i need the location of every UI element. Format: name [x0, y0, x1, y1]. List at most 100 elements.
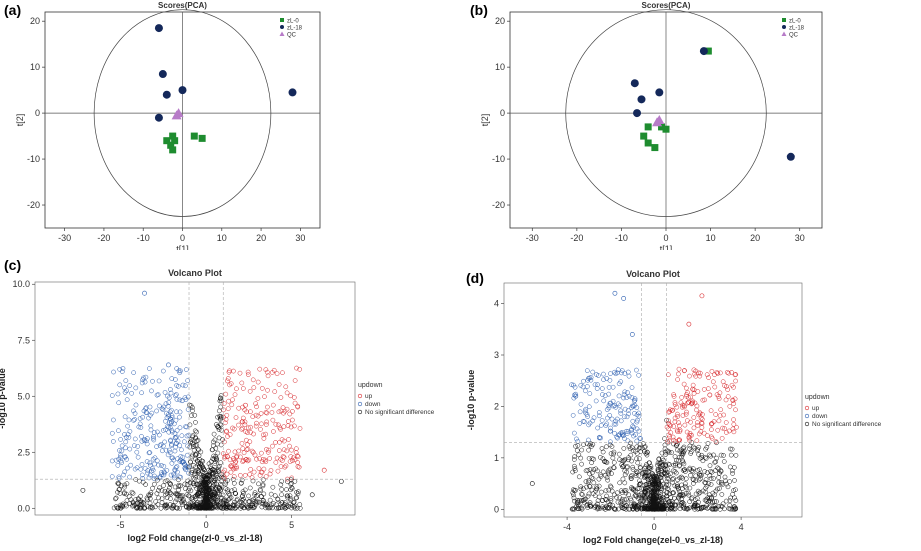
gene-point [596, 483, 602, 489]
gene-point [284, 448, 290, 454]
gene-point [697, 410, 703, 416]
gene-point [209, 471, 215, 477]
gene-point [204, 504, 210, 509]
gene-point [249, 448, 255, 454]
gene-point [621, 433, 626, 438]
gene-point [672, 415, 678, 421]
gene-point [600, 392, 605, 397]
gene-point [274, 455, 280, 461]
gene-point [132, 436, 138, 442]
gene-point [180, 496, 186, 502]
gene-point [612, 430, 617, 436]
gene-point [168, 420, 174, 426]
gene-point [130, 502, 136, 508]
gene-point [157, 403, 162, 409]
gene-point [701, 430, 707, 436]
gene-point [167, 425, 173, 430]
gene-point [703, 480, 708, 486]
gene-point [288, 393, 293, 399]
gene-point [166, 447, 172, 453]
chart-title: Scores(PCA) [642, 1, 691, 10]
gene-point [285, 419, 291, 424]
gene-point [610, 455, 616, 461]
gene-point [265, 387, 270, 393]
gene-point [725, 484, 731, 490]
gene-point [576, 474, 582, 480]
gene-point [260, 477, 266, 483]
gene-point [659, 506, 665, 512]
gene-point [641, 506, 647, 512]
gene-point [239, 426, 245, 432]
gene-point [227, 432, 233, 437]
gene-point [716, 470, 722, 476]
gene-point [217, 422, 223, 427]
gene-point [704, 496, 709, 502]
gene-point [708, 476, 714, 481]
legend-marker [357, 393, 363, 399]
gene-point [685, 490, 691, 496]
gene-point [723, 498, 729, 504]
gene-point [612, 369, 617, 375]
gene-point [119, 448, 125, 454]
gene-point [119, 369, 125, 374]
gene-point [618, 379, 624, 385]
gene-point [649, 500, 654, 505]
gene-point [657, 466, 663, 472]
gene-point [116, 481, 122, 487]
gene-point [150, 435, 156, 441]
gene-point [632, 396, 638, 402]
gene-point [190, 434, 195, 440]
gene-point [118, 454, 123, 460]
gene-point [144, 459, 150, 464]
gene-point [591, 415, 597, 421]
gene-point [227, 496, 233, 502]
gene-point [203, 485, 209, 490]
gene-point [642, 490, 648, 496]
gene-point [125, 423, 130, 429]
gene-point [723, 420, 729, 425]
gene-point [630, 464, 636, 470]
gene-point [206, 461, 212, 467]
gene-point [663, 452, 669, 457]
y-tick-label: 2 [494, 401, 499, 411]
y-tick-label: 10 [30, 62, 40, 72]
gene-point [185, 407, 191, 412]
gene-point [116, 428, 121, 434]
gene-point [297, 502, 303, 507]
gene-point [696, 499, 701, 505]
gene-point [697, 455, 703, 461]
gene-point [186, 486, 192, 491]
gene-point [212, 459, 218, 465]
gene-point [158, 505, 164, 511]
point-qc [171, 110, 182, 120]
gene-point [629, 332, 635, 337]
gene-point [143, 405, 149, 411]
gene-point [169, 429, 175, 435]
gene-point [189, 497, 195, 503]
gene-point [249, 475, 255, 480]
gene-point [607, 442, 613, 448]
point-zl0 [662, 125, 670, 133]
gene-point [289, 505, 294, 511]
gene-point [240, 459, 246, 464]
gene-point [683, 476, 689, 482]
gene-point [681, 467, 687, 473]
gene-point [589, 460, 594, 466]
gene-point [139, 499, 145, 505]
gene-point [124, 388, 129, 394]
gene-point [687, 465, 693, 471]
gene-point [714, 392, 720, 397]
gene-point [730, 397, 736, 403]
gene-point [126, 494, 132, 499]
gene-point [191, 447, 197, 453]
gene-point [615, 435, 620, 441]
gene-point [215, 466, 221, 472]
gene-point [593, 398, 599, 404]
gene-point [662, 471, 668, 477]
gene-point [691, 391, 697, 396]
gene-point [288, 454, 294, 459]
gene-point [677, 429, 683, 434]
gene-point [632, 403, 638, 408]
legend-marker-qc [781, 31, 787, 36]
gene-point [731, 422, 737, 427]
